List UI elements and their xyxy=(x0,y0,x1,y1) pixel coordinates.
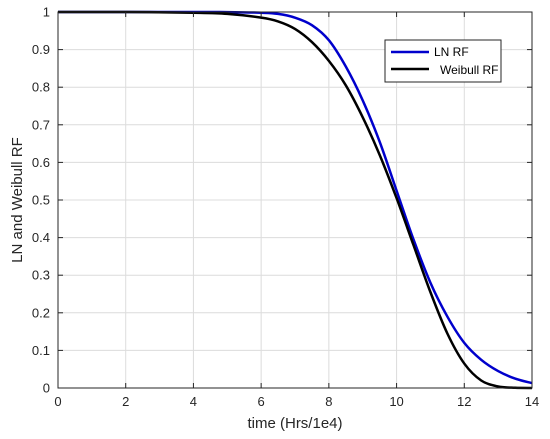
x-tick-label: 10 xyxy=(389,394,403,409)
x-tick-label: 12 xyxy=(457,394,471,409)
y-tick-label: 1 xyxy=(43,5,50,20)
x-axis: 0 2 4 6 8 10 12 14 xyxy=(54,12,539,409)
legend-label-ln-rf: LN RF xyxy=(434,45,469,59)
legend-box xyxy=(384,39,502,83)
series-line-weibull-rf xyxy=(57,10,533,390)
x-tick-label: 6 xyxy=(258,394,265,409)
x-tick-label: 2 xyxy=(122,394,129,409)
y-tick-label: 0.2 xyxy=(32,305,50,320)
y-axis: 0 0.1 0.2 0.3 0.4 0.5 0.6 0.7 0.8 0.9 1 xyxy=(32,5,532,396)
y-tick-label: 0.9 xyxy=(32,42,50,57)
y-tick-label: 0.5 xyxy=(32,193,50,208)
y-tick-label: 0.4 xyxy=(32,230,50,245)
y-tick-label: 0.3 xyxy=(32,268,50,283)
x-tick-label: 8 xyxy=(325,394,332,409)
y-tick-label: 0.1 xyxy=(32,343,50,358)
y-tick-label: 0 xyxy=(43,381,50,396)
series-layer xyxy=(57,10,533,390)
legend-label-weibull-rf: Weibull RF xyxy=(440,63,498,77)
y-tick-label: 0.6 xyxy=(32,155,50,170)
legend: LN RF Weibull RF xyxy=(384,39,502,83)
x-tick-label: 14 xyxy=(525,394,539,409)
series-line-ln-rf xyxy=(57,10,533,385)
x-tick-label: 4 xyxy=(190,394,197,409)
y-tick-label: 0.7 xyxy=(32,117,50,132)
x-tick-label: 0 xyxy=(54,394,61,409)
y-axis-label: LN and Weibull RF xyxy=(9,137,26,263)
x-axis-label: time (Hrs/1e4) xyxy=(247,415,342,432)
y-tick-label: 0.8 xyxy=(32,80,50,95)
